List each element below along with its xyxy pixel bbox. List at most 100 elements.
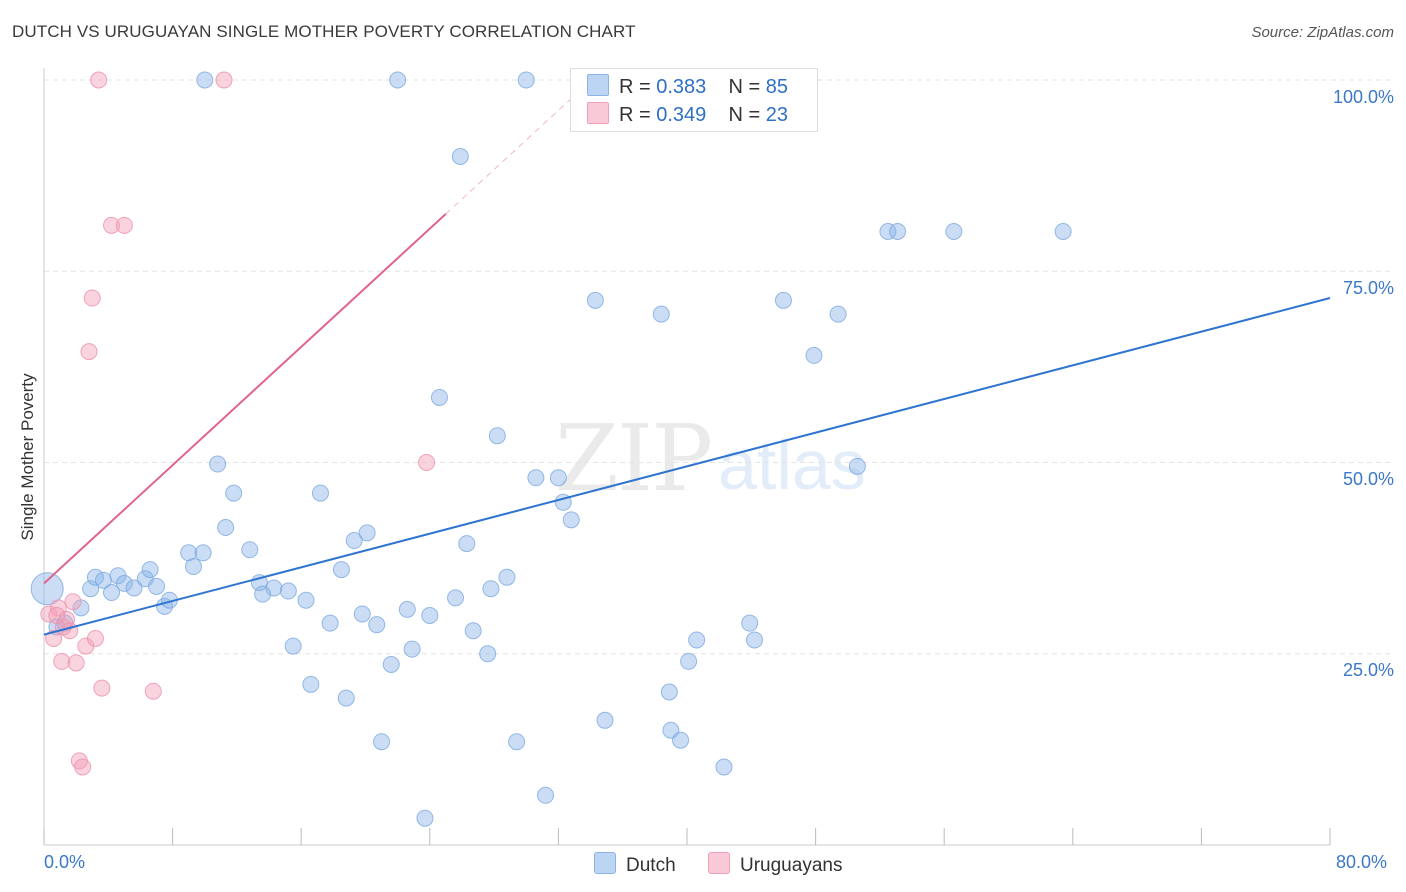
dutch-point	[421, 607, 439, 624]
dutch-point	[125, 579, 143, 597]
uruguayan-point	[67, 654, 85, 672]
dutch-point	[464, 622, 482, 640]
dutch-point	[680, 652, 698, 670]
dutch-point	[103, 584, 121, 602]
source-label: Source: ZipAtlas.com	[1251, 24, 1394, 41]
dutch-point	[549, 469, 567, 487]
dutch-point	[517, 71, 535, 89]
dutch-point	[225, 484, 243, 502]
n-value: 23	[765, 104, 789, 126]
dutch-point	[284, 637, 302, 655]
dutch-point	[302, 675, 320, 693]
uruguayan-point	[93, 679, 111, 697]
dutch-point	[184, 558, 202, 576]
y-tick-label: 100.0%	[1332, 87, 1394, 107]
uruguayan-point	[90, 71, 108, 89]
dutch-point	[741, 614, 759, 632]
dutch-point	[398, 600, 416, 618]
uruguayan-point	[53, 652, 71, 670]
dutch-point	[115, 574, 133, 592]
r-value: 0.349	[656, 104, 707, 126]
uruguayan-point	[215, 71, 233, 89]
dutch-point	[879, 222, 897, 240]
dutch-point	[586, 291, 604, 309]
dutch-point	[389, 71, 407, 89]
uruguayan-point	[115, 216, 133, 234]
legend-row-dutch: R = 0.383 N = 85	[587, 74, 788, 98]
dutch-point	[368, 616, 386, 634]
dutch-point	[672, 731, 690, 749]
dutch-point	[479, 645, 497, 663]
x-tick-label: 80.0%	[1336, 852, 1388, 872]
dutch-point	[241, 541, 259, 559]
dutch-point	[358, 524, 376, 542]
dutch-point	[194, 544, 212, 562]
r-value: 0.383	[656, 76, 707, 98]
dutch-point	[848, 457, 866, 475]
dutch-point	[353, 605, 371, 623]
dutch-point	[660, 683, 678, 701]
r-label: R =	[619, 104, 657, 126]
dutch-point	[537, 786, 555, 804]
dutch-point	[337, 689, 355, 707]
dutch-point	[688, 631, 706, 649]
dutch-point	[141, 561, 159, 579]
dutch-point	[209, 455, 227, 473]
uruguayan-legend-label: Uruguayans	[740, 855, 843, 876]
dutch-point	[805, 346, 823, 364]
y-tick-label: 25.0%	[1342, 660, 1394, 680]
dutch-point	[403, 640, 421, 658]
dutch-point	[30, 572, 64, 606]
y-tick-label: 75.0%	[1342, 278, 1394, 298]
dutch-point	[332, 561, 350, 579]
dutch-point	[265, 579, 283, 597]
stats-legend: R = 0.383 N = 85 R = 0.349 N = 23	[570, 68, 818, 132]
uruguayan-point	[54, 618, 72, 636]
dutch-point	[447, 589, 465, 607]
dutch-point	[451, 148, 469, 165]
uruguayan-point	[103, 216, 121, 234]
dutch-point	[196, 71, 214, 89]
dutch-point	[829, 305, 847, 323]
dutch-point	[889, 222, 907, 240]
dutch-point	[279, 582, 297, 600]
x-tick-label: 0.0%	[44, 852, 86, 872]
uruguayan-point	[418, 454, 436, 471]
dutch-point	[430, 388, 448, 406]
dutch-point	[488, 427, 506, 445]
dutch-point	[148, 577, 166, 595]
dutch-point	[297, 591, 315, 609]
dutch-point	[562, 511, 580, 529]
legend-item-uruguayan: Uruguayans	[708, 852, 842, 877]
dutch-point	[508, 733, 526, 751]
dutch-point	[373, 733, 391, 751]
uruguayan-point	[80, 343, 98, 361]
dutch-legend-swatch	[594, 852, 616, 874]
dutch-point	[321, 614, 339, 632]
y-axis-label: Single Mother Poverty	[18, 373, 37, 541]
dutch-point	[217, 519, 235, 537]
dutch-point	[458, 535, 476, 553]
dutch-point	[945, 222, 963, 240]
uruguayan-point	[74, 758, 92, 776]
dutch-point	[715, 758, 733, 776]
n-label: N =	[728, 76, 766, 98]
dutch-point	[482, 580, 500, 598]
dutch-point	[345, 532, 363, 550]
y-tick-label: 50.0%	[1342, 469, 1394, 489]
dutch-point	[596, 711, 614, 729]
dutch-point	[774, 291, 792, 309]
uruguayan-point	[86, 629, 104, 647]
dutch-point	[311, 484, 329, 502]
dutch-point	[498, 568, 516, 586]
dutch-legend-label: Dutch	[626, 855, 676, 876]
uruguayan-swatch	[587, 102, 609, 124]
uruguayan-point	[144, 682, 162, 700]
legend-row-uruguayan: R = 0.349 N = 23	[587, 102, 788, 126]
n-value: 85	[765, 76, 789, 98]
uruguayan-legend-swatch	[708, 852, 730, 874]
uruguayan-point	[64, 593, 82, 611]
n-label: N =	[728, 104, 766, 126]
dutch-point	[527, 469, 545, 487]
